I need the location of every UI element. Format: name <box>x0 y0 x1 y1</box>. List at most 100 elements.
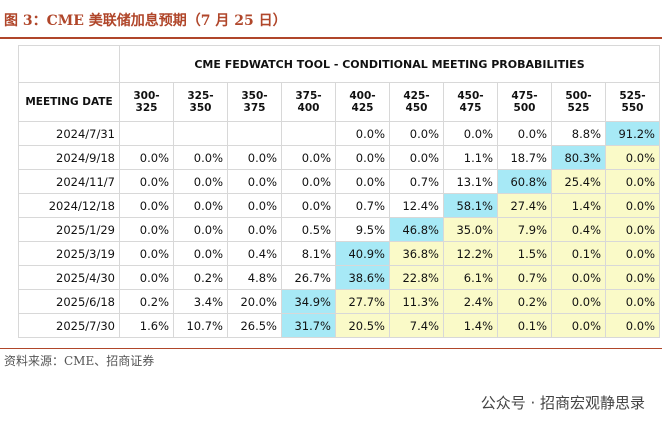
cell: 26.5% <box>227 313 282 338</box>
row: 2024/7/31 0.0% 0.0% 0.0% 0.0% 8.8% 91.2% <box>18 121 660 146</box>
rule <box>0 348 662 349</box>
cell: 8.8% <box>551 121 606 146</box>
title: 图 3：CME 美联储加息预期（7 月 25 日） <box>4 13 287 29</box>
column-header: 400-425 <box>335 82 390 122</box>
column-header: 500-525 <box>551 82 606 122</box>
row: 2025/7/30 1.6% 10.7% 26.5% 31.7% 20.5% 7.4% 1.4… <box>18 313 660 338</box>
cell: 22.8% <box>389 265 444 290</box>
cell: 0.0% <box>227 193 282 218</box>
cell <box>119 121 174 146</box>
row-label: 2025/4/30 <box>18 265 120 290</box>
cell: 0.0% <box>119 217 174 242</box>
cell: 0.2% <box>119 289 174 314</box>
cell: 46.8% <box>389 217 444 242</box>
column-header: 325-350 <box>173 82 228 122</box>
row: 2025/1/29 0.0% 0.0% 0.0% 0.5% 9.5% 46.8% 35.0% 7… <box>18 217 660 242</box>
cell: 7.9% <box>497 217 552 242</box>
cell: 0.0% <box>173 169 228 194</box>
cell: 13.1% <box>443 169 498 194</box>
cell: 11.3% <box>389 289 444 314</box>
cell: 4.8% <box>227 265 282 290</box>
row-label: 2024/11/7 <box>18 169 120 194</box>
row: 2024/11/7 0.0% 0.0% 0.0% 0.0% 0.0% 0.7% 13.1% 60… <box>18 169 660 194</box>
cell: 0.0% <box>173 241 228 266</box>
column-header: 425-450 <box>389 82 444 122</box>
cell <box>173 121 228 146</box>
cell: 0.0% <box>605 217 660 242</box>
cell: 1.6% <box>119 313 174 338</box>
row: 2025/3/19 0.0% 0.0% 0.4% 8.1% 40.9% 36.8% 12.2%… <box>18 241 660 266</box>
cell: 58.1% <box>443 193 498 218</box>
cell: 27.4% <box>497 193 552 218</box>
cell: 0.0% <box>389 121 444 146</box>
row: 2025/4/30 0.0% 0.2% 4.8% 26.7% 38.6% 22.8% 6.1%… <box>18 265 660 290</box>
cell: 0.7% <box>389 169 444 194</box>
cell: 0.0% <box>551 289 606 314</box>
table: CME FEDWATCH TOOL - CONDITIONAL MEETING … <box>18 45 660 338</box>
cell: 0.2% <box>173 265 228 290</box>
cell: 20.0% <box>227 289 282 314</box>
column-header: 450-475 <box>443 82 498 122</box>
cell: 0.0% <box>605 193 660 218</box>
cell: 91.2% <box>605 121 660 146</box>
cell: 12.2% <box>443 241 498 266</box>
cell: 0.1% <box>551 241 606 266</box>
cell: 3.4% <box>173 289 228 314</box>
header-row: MEETING DATE 300-325 325-350 350-375 375-400… <box>18 82 660 122</box>
cell: 26.7% <box>281 265 336 290</box>
cell: 0.0% <box>605 289 660 314</box>
column-header: 350-375 <box>227 82 282 122</box>
cell: 31.7% <box>281 313 336 338</box>
cell: 9.5% <box>335 217 390 242</box>
cell: 18.7% <box>497 145 552 170</box>
cell: 38.6% <box>335 265 390 290</box>
cell: 7.4% <box>389 313 444 338</box>
cell: 1.4% <box>443 313 498 338</box>
row-label: 2025/3/19 <box>18 241 120 266</box>
column-header: MEETING DATE <box>18 82 120 122</box>
cell: 80.3% <box>551 145 606 170</box>
row-label: 2024/12/18 <box>18 193 120 218</box>
cell: 0.0% <box>119 265 174 290</box>
cell: 1.4% <box>551 193 606 218</box>
cell: 0.0% <box>605 169 660 194</box>
cell: 0.0% <box>551 265 606 290</box>
cell: 0.0% <box>281 193 336 218</box>
row: 2024/12/18 0.0% 0.0% 0.0% 0.0% 0.7% 12.4% 58.1%… <box>18 193 660 218</box>
cell: 0.0% <box>173 145 228 170</box>
cell: 0.0% <box>605 241 660 266</box>
cell: 0.0% <box>173 193 228 218</box>
cell: 1.1% <box>443 145 498 170</box>
cell: 20.5% <box>335 313 390 338</box>
caption-row: CME FEDWATCH TOOL - CONDITIONAL MEETING … <box>18 45 660 83</box>
cell: 0.0% <box>605 265 660 290</box>
cell: 0.4% <box>551 217 606 242</box>
cell: 1.5% <box>497 241 552 266</box>
cell: 0.0% <box>281 145 336 170</box>
cell: 0.0% <box>119 241 174 266</box>
cell: 0.0% <box>389 145 444 170</box>
row-label: 2025/7/30 <box>18 313 120 338</box>
cell: 0.0% <box>281 169 336 194</box>
cell: 0.0% <box>173 217 228 242</box>
cell: 0.0% <box>227 145 282 170</box>
blank-cell <box>18 45 120 83</box>
cell: 8.1% <box>281 241 336 266</box>
cell: 10.7% <box>173 313 228 338</box>
row: 2025/6/18 0.2% 3.4% 20.0% 34.9% 27.7% 11.3% 2.4… <box>18 289 660 314</box>
cell: 40.9% <box>335 241 390 266</box>
cell: 0.1% <box>497 313 552 338</box>
cell: 0.0% <box>497 121 552 146</box>
row-label: 2024/7/31 <box>18 121 120 146</box>
row-label: 2025/1/29 <box>18 217 120 242</box>
column-header: 300-325 <box>119 82 174 122</box>
caption: CME FEDWATCH TOOL - CONDITIONAL MEETING … <box>119 45 660 83</box>
row: 2024/9/18 0.0% 0.0% 0.0% 0.0% 0.0% 0.0% 1.1% 18.… <box>18 145 660 170</box>
cell: 36.8% <box>389 241 444 266</box>
cell: 0.5% <box>281 217 336 242</box>
source: 资料来源：CME、招商证券 <box>4 354 155 368</box>
cell: 0.0% <box>227 217 282 242</box>
cell: 12.4% <box>389 193 444 218</box>
cell: 0.0% <box>335 121 390 146</box>
